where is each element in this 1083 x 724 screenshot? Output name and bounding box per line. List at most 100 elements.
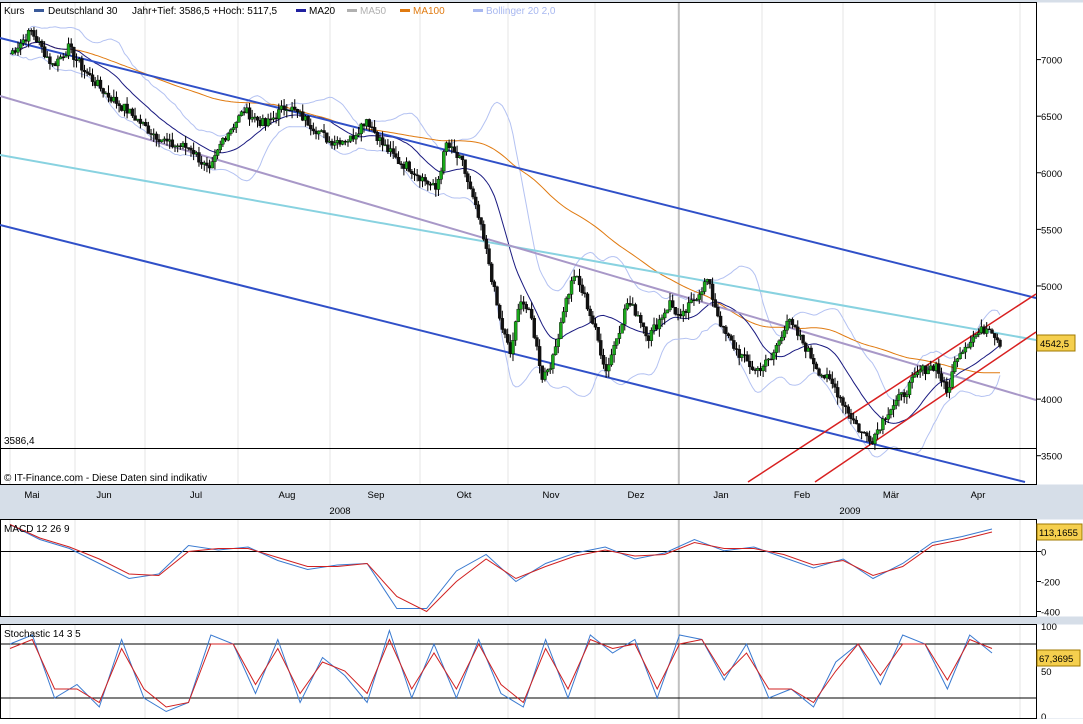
candle-body [412, 173, 417, 176]
date-axis-area [0, 485, 1037, 519]
candle-body [907, 382, 912, 395]
stoch-d-line [9, 638, 993, 708]
candle-body [750, 366, 755, 370]
candle-body [947, 386, 952, 393]
ma100-line [9, 41, 1000, 374]
candle-body [702, 281, 707, 292]
candle-body [231, 127, 236, 130]
candle-body [511, 340, 515, 355]
candle-body [974, 334, 978, 338]
candle-body [809, 347, 813, 359]
month-label: Jun [96, 490, 111, 501]
month-label: Sep [368, 490, 385, 501]
legend-ma50: MA50 [360, 6, 387, 17]
candle-body [218, 143, 222, 151]
candle-body [580, 284, 584, 293]
price-tick-label: 6500 [1041, 112, 1062, 123]
candle-body [548, 368, 552, 371]
candle-body [442, 151, 446, 172]
candle-body [367, 119, 371, 127]
candle-body [495, 286, 499, 306]
price-axis-area [1037, 2, 1083, 485]
candle-body [987, 328, 992, 331]
macd-last-box [1036, 523, 1083, 541]
candle-body [56, 58, 60, 67]
candle-body [282, 105, 286, 111]
month-label: Apr [971, 490, 986, 501]
legend-kurs: Kurs [4, 6, 25, 17]
candle-body [138, 118, 143, 124]
red-channel-upper [747, 293, 1037, 483]
candle-body [332, 142, 337, 146]
candle-body [69, 43, 73, 48]
candle-body [926, 369, 930, 375]
candle-body [474, 196, 478, 205]
legend-bollinger: Bollinger 20 2,0 [486, 6, 556, 17]
month-label: Feb [794, 490, 810, 501]
candle-body [612, 345, 616, 356]
candle-body [556, 338, 560, 347]
candle-body [790, 319, 795, 326]
candle-body [226, 133, 230, 141]
candle-body [471, 188, 475, 198]
stoch-last-badge: 67,3695 [1036, 649, 1081, 667]
macd-tick-label: -400 [1041, 608, 1060, 619]
candle-body [354, 135, 358, 140]
candle-body [774, 344, 779, 353]
candle-body [309, 125, 313, 130]
candle-body [18, 42, 23, 49]
candle-body [537, 346, 542, 366]
candle-body [649, 330, 654, 341]
candle-body [154, 133, 159, 140]
candle-body [532, 318, 536, 338]
stochastic-series [0, 628, 1036, 713]
candle-body [324, 132, 329, 143]
candlestick-series [10, 26, 1002, 451]
candle-body [213, 155, 217, 162]
stoch-last-label: 67,3695 [1039, 654, 1073, 665]
candle-body [559, 322, 563, 339]
candle-body [761, 366, 765, 372]
candle-body [125, 103, 129, 114]
candle-body [729, 335, 733, 341]
candle-body [812, 358, 816, 365]
candle-body [977, 332, 981, 335]
candle-body [670, 300, 675, 308]
price-tick-label: 5500 [1041, 225, 1062, 236]
candle-body [958, 353, 962, 360]
channel-upper-line [0, 37, 1037, 299]
candle-body [463, 159, 467, 174]
candle-body [144, 122, 148, 126]
candle-body [266, 118, 270, 126]
macd-signal-line [9, 524, 993, 613]
candle-body [601, 355, 606, 365]
candle-body [250, 117, 254, 120]
candle-body [106, 92, 111, 98]
candle-body [426, 181, 430, 185]
year-low-label: 3586,4 [4, 436, 35, 447]
candle-body [827, 374, 832, 380]
ma20-line [9, 41, 1001, 424]
candle-body [516, 308, 521, 322]
candle-body [700, 291, 704, 295]
legend-swatch-ma50 [347, 9, 357, 12]
price-tick-label: 4000 [1041, 395, 1062, 406]
candle-body [737, 349, 741, 358]
candle-body [953, 361, 957, 373]
legend-swatch-instrument [34, 9, 44, 12]
candle-body [569, 280, 574, 295]
candle-body [966, 346, 970, 349]
legend-ma100: MA100 [413, 6, 445, 17]
candle-body [16, 47, 20, 53]
candle-body [26, 30, 31, 42]
candle-body [564, 298, 568, 312]
candle-body [793, 324, 797, 328]
candle-body [513, 321, 518, 341]
candle-body [447, 142, 451, 148]
candle-body [170, 139, 175, 147]
month-label: Jan [713, 490, 728, 501]
last-price-label: 4542,5 [1040, 339, 1069, 350]
candle-body [657, 319, 662, 330]
candle-body [950, 371, 954, 388]
candle-body [117, 103, 121, 106]
